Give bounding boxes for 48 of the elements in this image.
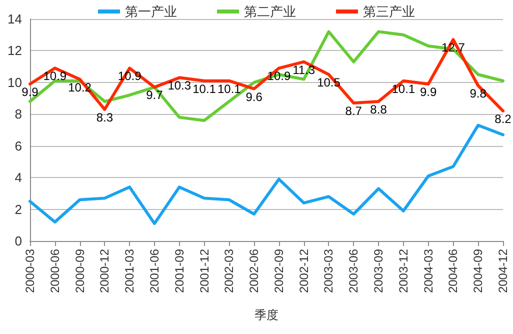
x-tick-label: 2001-12	[197, 248, 212, 294]
y-tick-label: 4	[14, 170, 22, 186]
x-tick-label: 2004-12	[496, 248, 510, 294]
y-tick-label: 2	[14, 202, 22, 217]
x-tick-label: 2002-12	[296, 248, 311, 294]
data-label: 10.1	[392, 82, 416, 96]
x-tick-label: 2001-09	[172, 248, 186, 294]
data-label: 8.2	[494, 112, 512, 126]
x-tick-label: 2003-12	[396, 248, 410, 294]
x-tick-label: 2000-03	[23, 248, 37, 294]
x-tick-label: 2004-09	[471, 248, 486, 294]
x-tick-label: 2003-03	[322, 248, 336, 294]
y-tick-label: 0	[14, 234, 22, 248]
data-label: 9.9	[22, 85, 39, 100]
data-label: 9.6	[246, 90, 263, 104]
y-tick-label: 14	[8, 12, 22, 26]
x-tick-label: 2002-03	[222, 248, 236, 294]
data-label: 9.8	[470, 86, 487, 101]
x-tick-label: 2002-09	[272, 248, 286, 294]
y-tick-label: 12	[8, 43, 22, 58]
data-label: 9.9	[420, 85, 437, 100]
data-label: 10.3	[168, 78, 192, 93]
legend-label: 第二产业	[244, 4, 296, 19]
x-tick-label: 2001-03	[122, 248, 137, 294]
x-tick-label: 2000-09	[72, 248, 87, 294]
data-label: 10.1	[192, 82, 216, 96]
x-tick-label: 2000-06	[48, 248, 62, 294]
x-tick-label: 2002-06	[247, 248, 262, 294]
line-series	[28, 124, 504, 226]
data-label: 12.7	[442, 40, 466, 55]
data-label: 8.7	[345, 104, 362, 118]
data-label: 10.1	[217, 82, 242, 96]
x-tick-label: 2001-06	[147, 248, 162, 294]
x-tick-label: 2003-06	[346, 248, 361, 294]
x-axis-title: 季度	[254, 308, 278, 322]
data-label: 10.9	[267, 69, 291, 84]
y-tick-label: 6	[14, 138, 22, 154]
x-tick-label: 2004-06	[446, 248, 460, 294]
x-tick-label: 2003-09	[372, 248, 386, 294]
data-label: 10.9	[43, 69, 67, 84]
y-tick-label: 8	[14, 106, 22, 122]
legend-label: 第三产业	[363, 4, 415, 19]
y-tick-label: 10	[8, 74, 22, 90]
data-label: 8.3	[96, 110, 114, 124]
legend-label: 第一产业	[125, 4, 177, 19]
x-tick-label: 2000-12	[98, 248, 112, 294]
data-label: 8.8	[370, 102, 388, 116]
x-tick-label: 2004-03	[421, 248, 436, 294]
